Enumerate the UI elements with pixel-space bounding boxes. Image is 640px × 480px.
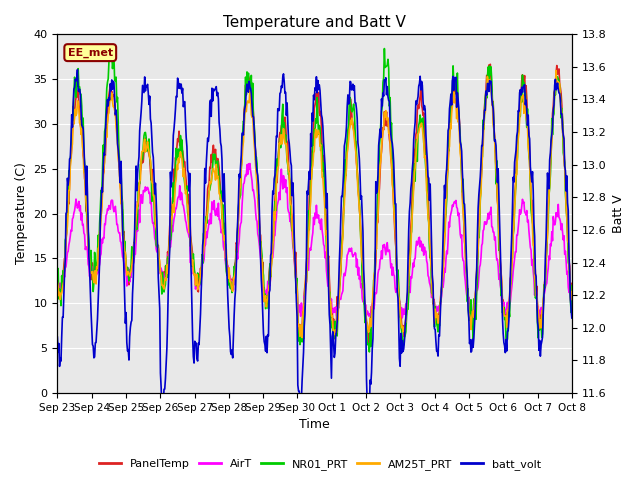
Y-axis label: Temperature (C): Temperature (C) xyxy=(15,163,28,264)
Title: Temperature and Batt V: Temperature and Batt V xyxy=(223,15,406,30)
Legend: PanelTemp, AirT, NR01_PRT, AM25T_PRT, batt_volt: PanelTemp, AirT, NR01_PRT, AM25T_PRT, ba… xyxy=(94,455,546,474)
Y-axis label: Batt V: Batt V xyxy=(612,194,625,233)
Text: EE_met: EE_met xyxy=(68,48,113,58)
X-axis label: Time: Time xyxy=(300,419,330,432)
